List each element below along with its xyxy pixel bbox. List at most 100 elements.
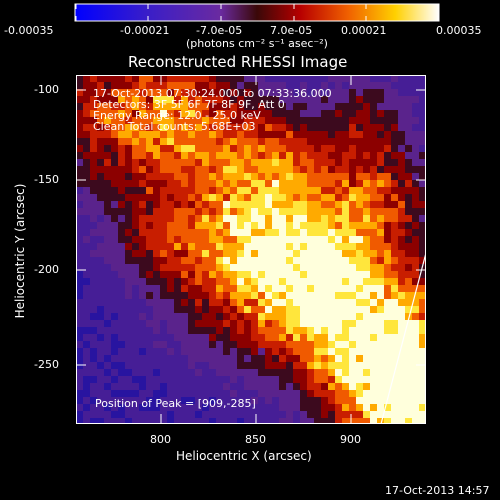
- heatmap-cell: [412, 159, 419, 166]
- heatmap-cell: [76, 320, 83, 327]
- heatmap-cell: [118, 404, 125, 411]
- heatmap-cell: [272, 418, 279, 424]
- heatmap-cell: [202, 166, 209, 173]
- heatmap-cell: [244, 236, 251, 243]
- heatmap-cell: [419, 383, 426, 390]
- heatmap-cell: [286, 194, 293, 201]
- heatmap-cell: [398, 257, 405, 264]
- heatmap-cell: [370, 96, 377, 103]
- heatmap-cell: [237, 327, 244, 334]
- heatmap-cell: [153, 397, 160, 404]
- heatmap-cell: [286, 124, 293, 131]
- heatmap-cell: [202, 152, 209, 159]
- heatmap-cell: [265, 418, 272, 424]
- heatmap-cell: [244, 222, 251, 229]
- heatmap-cell: [370, 362, 377, 369]
- heatmap-cell: [293, 243, 300, 250]
- heatmap-cell: [314, 131, 321, 138]
- heatmap-cell: [279, 292, 286, 299]
- heatmap-cell: [342, 173, 349, 180]
- heatmap-cell: [307, 166, 314, 173]
- heatmap-cell: [132, 278, 139, 285]
- heatmap-cell: [258, 159, 265, 166]
- heatmap-cell: [377, 145, 384, 152]
- heatmap-cell: [97, 229, 104, 236]
- heatmap-cell: [167, 96, 174, 103]
- heatmap-cell: [349, 355, 356, 362]
- heatmap-cell: [125, 110, 132, 117]
- heatmap-cell: [167, 236, 174, 243]
- heatmap-cell: [174, 208, 181, 215]
- heatmap-cell: [370, 257, 377, 264]
- heatmap-cell: [139, 418, 146, 424]
- heatmap-cell: [286, 362, 293, 369]
- heatmap-cell: [111, 117, 118, 124]
- heatmap-cell: [349, 124, 356, 131]
- heatmap-cell: [286, 313, 293, 320]
- heatmap-cell: [335, 145, 342, 152]
- heatmap-cell: [237, 348, 244, 355]
- heatmap-cell: [160, 166, 167, 173]
- heatmap-cell: [356, 285, 363, 292]
- heatmap-cell: [104, 292, 111, 299]
- heatmap-cell: [279, 341, 286, 348]
- heatmap-cell: [202, 250, 209, 257]
- heatmap-cell: [384, 110, 391, 117]
- heatmap-cell: [181, 229, 188, 236]
- heatmap-cell: [244, 264, 251, 271]
- heatmap-cell: [391, 124, 398, 131]
- heatmap-cell: [125, 152, 132, 159]
- heatmap-cell: [349, 229, 356, 236]
- heatmap-cell: [223, 173, 230, 180]
- heatmap-cell: [356, 292, 363, 299]
- heatmap-cell: [153, 243, 160, 250]
- heatmap-cell: [335, 229, 342, 236]
- heatmap-cell: [321, 89, 328, 96]
- heatmap-cell: [237, 376, 244, 383]
- heatmap-cell: [209, 362, 216, 369]
- heatmap-cell: [153, 348, 160, 355]
- heatmap-cell: [118, 299, 125, 306]
- heatmap-cell: [321, 180, 328, 187]
- heatmap-cell: [293, 145, 300, 152]
- heatmap-cell: [118, 383, 125, 390]
- heatmap-cell: [230, 236, 237, 243]
- heatmap-cell: [230, 201, 237, 208]
- heatmap-cell: [146, 180, 153, 187]
- heatmap-cell: [405, 131, 412, 138]
- heatmap-cell: [377, 264, 384, 271]
- heatmap-cell: [286, 117, 293, 124]
- heatmap-cell: [342, 341, 349, 348]
- heatmap-cell: [377, 299, 384, 306]
- heatmap-cell: [384, 313, 391, 320]
- heatmap-cell: [307, 376, 314, 383]
- heatmap-cell: [188, 383, 195, 390]
- heatmap-cell: [125, 166, 132, 173]
- heatmap-cell: [363, 145, 370, 152]
- heatmap-cell: [209, 383, 216, 390]
- heatmap-cell: [118, 201, 125, 208]
- heatmap-cell: [391, 313, 398, 320]
- heatmap-cell: [391, 341, 398, 348]
- heatmap-cell: [328, 327, 335, 334]
- heatmap-cell: [272, 264, 279, 271]
- heatmap-cell: [223, 110, 230, 117]
- heatmap-cell: [272, 96, 279, 103]
- heatmap-cell: [139, 180, 146, 187]
- heatmap-cell: [132, 306, 139, 313]
- heatmap-cell: [111, 278, 118, 285]
- heatmap-cell: [419, 355, 426, 362]
- heatmap-cell: [230, 145, 237, 152]
- heatmap-cell: [251, 201, 258, 208]
- heatmap-cell: [174, 138, 181, 145]
- heatmap-cell: [349, 313, 356, 320]
- heatmap-cell: [307, 341, 314, 348]
- heatmap-cell: [419, 222, 426, 229]
- heatmap-cell: [139, 383, 146, 390]
- heatmap-cell: [111, 257, 118, 264]
- heatmap-cell: [419, 348, 426, 355]
- heatmap-cell: [335, 285, 342, 292]
- heatmap-cell: [349, 138, 356, 145]
- heatmap-cell: [230, 271, 237, 278]
- heatmap-cell: [300, 250, 307, 257]
